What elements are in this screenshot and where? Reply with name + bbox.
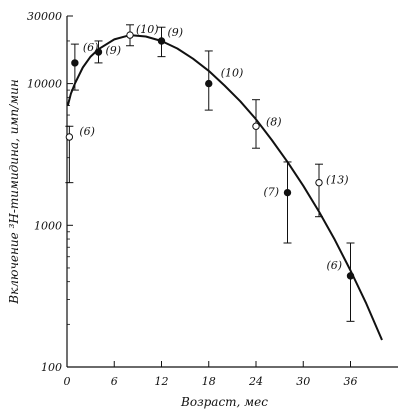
point-count-label: (6) [327,259,343,272]
fit-curve-layer [67,34,383,341]
data-point [346,272,355,280]
data-point [252,122,260,130]
point-count-label: (7) [264,186,280,199]
x-tick-label: 36 [344,375,358,388]
data-point-group: (6) [327,242,355,322]
point-count-label: (10) [136,23,159,36]
point-count-label: (6) [79,125,95,138]
y-tick-label: 100 [41,361,62,374]
data-point [126,31,134,39]
data-point-group: (10) [126,23,159,47]
data-point [157,37,166,45]
point-count-label: (9) [106,44,122,57]
data-point [71,59,79,67]
data-point-group: (10) [204,50,244,111]
data-point [94,48,103,56]
y-tick-label: 30000 [27,10,62,23]
axes: 0 6 12 18 24 30 36 100 1000 10000 30000 [27,10,398,388]
data-point-group: (9) [94,40,122,64]
y-tick-label: 10000 [27,78,62,91]
data-point [283,188,292,197]
data-point-group: (6) [70,41,99,91]
x-tick-label: 30 [296,375,310,388]
point-count-label: (6) [83,41,99,54]
x-tick-label: 24 [248,375,263,388]
point-count-label: (10) [221,67,244,80]
data-point-group: (8) [252,99,282,149]
data-point-group: (6) [65,125,95,184]
x-tick-label: 12 [155,375,169,388]
point-count-label: (9) [168,26,184,39]
point-count-label: (13) [326,174,349,187]
y-axis-title: Включение ³H-тимидина, имп/мин [7,79,21,305]
fit-curve [67,34,383,341]
x-axis-title: Возраст, мес [180,395,268,409]
point-count-label: (8) [266,115,282,128]
data-points-layer: (6) (6) (9) (10) (9) (10) (8) (7) (13) (6) [65,23,355,322]
y-tick-label: 1000 [34,219,62,232]
x-tick-label: 18 [202,375,216,388]
data-point-group: (7) [264,161,292,244]
data-point [205,79,213,88]
data-point-group: (9) [157,26,184,58]
data-point [315,178,323,187]
data-point-group: (13) [315,163,349,218]
x-tick-label: 0 [64,375,71,388]
data-point [65,133,74,141]
x-tick-label: 6 [111,375,118,388]
